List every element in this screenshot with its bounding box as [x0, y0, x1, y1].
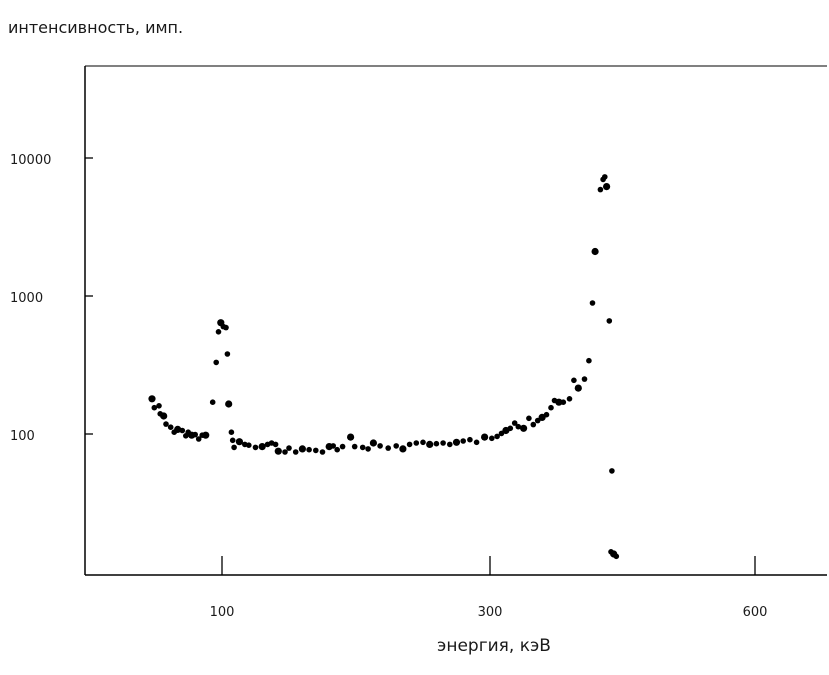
data-point — [213, 359, 219, 366]
data-point — [586, 357, 592, 364]
data-point — [515, 423, 522, 430]
data-point — [272, 441, 279, 448]
data-point — [274, 447, 282, 455]
data-point — [613, 553, 620, 560]
data-point — [156, 403, 162, 409]
data-point — [286, 445, 292, 451]
data-point — [548, 404, 554, 411]
data-point — [174, 425, 182, 433]
axes — [84, 65, 827, 576]
data-point — [507, 425, 514, 432]
data-point — [252, 444, 259, 451]
data-point — [452, 438, 461, 446]
data-point — [347, 433, 355, 441]
data-point — [526, 415, 532, 422]
data-point — [467, 436, 473, 443]
data-point — [597, 186, 604, 193]
data-point — [330, 443, 337, 449]
data-point — [481, 433, 489, 441]
data-point — [420, 439, 426, 446]
data-point — [209, 399, 216, 406]
data-point — [229, 437, 236, 444]
data-point — [606, 318, 613, 324]
data-point — [460, 438, 467, 444]
data-point — [339, 443, 346, 450]
data-point — [473, 439, 480, 446]
y-tick-label: 100 — [10, 429, 35, 444]
data-point — [406, 441, 413, 448]
data-point — [298, 445, 306, 453]
data-point — [148, 395, 156, 403]
data-point — [571, 377, 577, 384]
data-point — [359, 444, 366, 451]
data-point — [195, 436, 202, 442]
data-point — [369, 439, 377, 447]
data-point — [581, 376, 588, 382]
data-point — [202, 431, 210, 439]
data-point — [258, 443, 266, 451]
data-point — [591, 247, 599, 256]
data-point — [235, 438, 243, 446]
data-point — [530, 421, 537, 428]
x-tick-label: 300 — [478, 605, 503, 620]
data-point — [385, 445, 392, 451]
data-points — [148, 174, 620, 560]
x-tick-label: 600 — [743, 605, 768, 620]
data-point — [151, 404, 158, 411]
data-point — [393, 443, 400, 449]
data-point — [351, 443, 358, 450]
data-point — [224, 351, 231, 357]
data-point — [555, 398, 563, 406]
data-point — [602, 174, 608, 180]
y-tick-label: 10000 — [10, 153, 51, 168]
data-point — [192, 431, 198, 438]
data-point — [313, 447, 319, 454]
data-point — [494, 433, 500, 440]
data-point — [231, 444, 237, 451]
data-point — [163, 421, 169, 427]
x-axis-label: энергия, кэВ — [437, 636, 551, 656]
data-point — [574, 384, 582, 392]
data-point — [413, 440, 420, 446]
data-point — [282, 449, 288, 455]
data-point — [560, 399, 567, 406]
data-point — [566, 396, 573, 402]
x-tick-label: 100 — [210, 605, 235, 620]
data-point — [377, 443, 383, 449]
y-ticks: 100 1000 10000 — [10, 153, 93, 444]
data-point — [543, 411, 550, 418]
data-point — [603, 183, 611, 191]
data-point — [433, 440, 440, 447]
data-point — [489, 435, 495, 442]
y-tick-label: 1000 — [10, 291, 43, 306]
data-point — [334, 446, 341, 453]
data-point — [215, 329, 222, 335]
data-point — [228, 429, 235, 436]
y-axis-label: интенсивность, имп. — [8, 18, 184, 37]
data-point — [246, 442, 252, 449]
data-point — [292, 449, 299, 455]
data-point — [365, 446, 371, 452]
data-point — [447, 441, 453, 448]
data-point — [319, 449, 326, 455]
data-point — [426, 440, 434, 448]
data-point — [167, 424, 174, 431]
data-point — [609, 468, 615, 474]
data-point — [399, 445, 407, 453]
data-point — [520, 424, 528, 432]
data-point — [225, 400, 233, 408]
data-point — [306, 446, 312, 453]
x-ticks: 100 300 600 — [210, 556, 768, 620]
data-point — [589, 300, 596, 306]
data-point — [440, 440, 446, 446]
data-point — [160, 412, 168, 420]
data-point — [511, 420, 518, 426]
data-point — [179, 427, 186, 434]
data-point — [223, 324, 229, 331]
